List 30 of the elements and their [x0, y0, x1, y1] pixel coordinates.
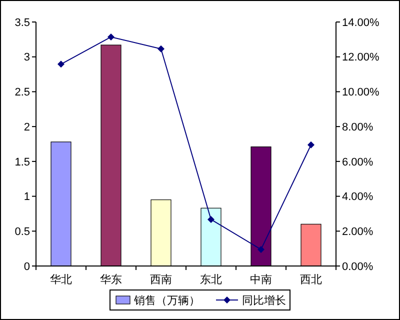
y2-tick-label: 8.00%: [342, 121, 374, 134]
x-tick-label: 西北: [300, 273, 322, 286]
x-tick-label: 中南: [250, 273, 272, 286]
legend-label: 同比增长: [242, 294, 286, 307]
x-tick-label: 西南: [150, 273, 172, 286]
point: [158, 45, 164, 52]
point: [308, 141, 314, 148]
y-tick-label: 1.5: [14, 156, 30, 168]
legend-label: 销售（万辆）: [133, 294, 200, 307]
y-tick-label: 0.5: [14, 226, 30, 238]
y2-tick-label: 12.00%: [342, 52, 380, 64]
y-tick-label: 0: [24, 260, 30, 273]
y2-tick-label: 14.00%: [342, 16, 380, 29]
y-tick-label: 1: [24, 191, 30, 204]
y2-tick-label: 2.00%: [342, 226, 374, 238]
x-tick-label: 华东: [100, 273, 122, 286]
point: [108, 33, 114, 40]
y2-tick-label: 0.00%: [342, 260, 374, 273]
y2-tick-label: 10.00%: [342, 86, 380, 99]
y-tick-label: 2.5: [14, 86, 30, 99]
y2-tick-label: 4.00%: [342, 191, 374, 204]
point: [58, 60, 64, 68]
x-tick-label: 华北: [50, 273, 72, 286]
point: [258, 246, 264, 253]
y-tick-label: 2: [24, 121, 30, 134]
point: [208, 216, 214, 223]
y-tick-label: 3: [24, 52, 30, 64]
y-tick-label: 3.5: [14, 16, 30, 29]
y2-tick-label: 6.00%: [342, 156, 374, 168]
x-tick-label: 东北: [200, 273, 222, 286]
